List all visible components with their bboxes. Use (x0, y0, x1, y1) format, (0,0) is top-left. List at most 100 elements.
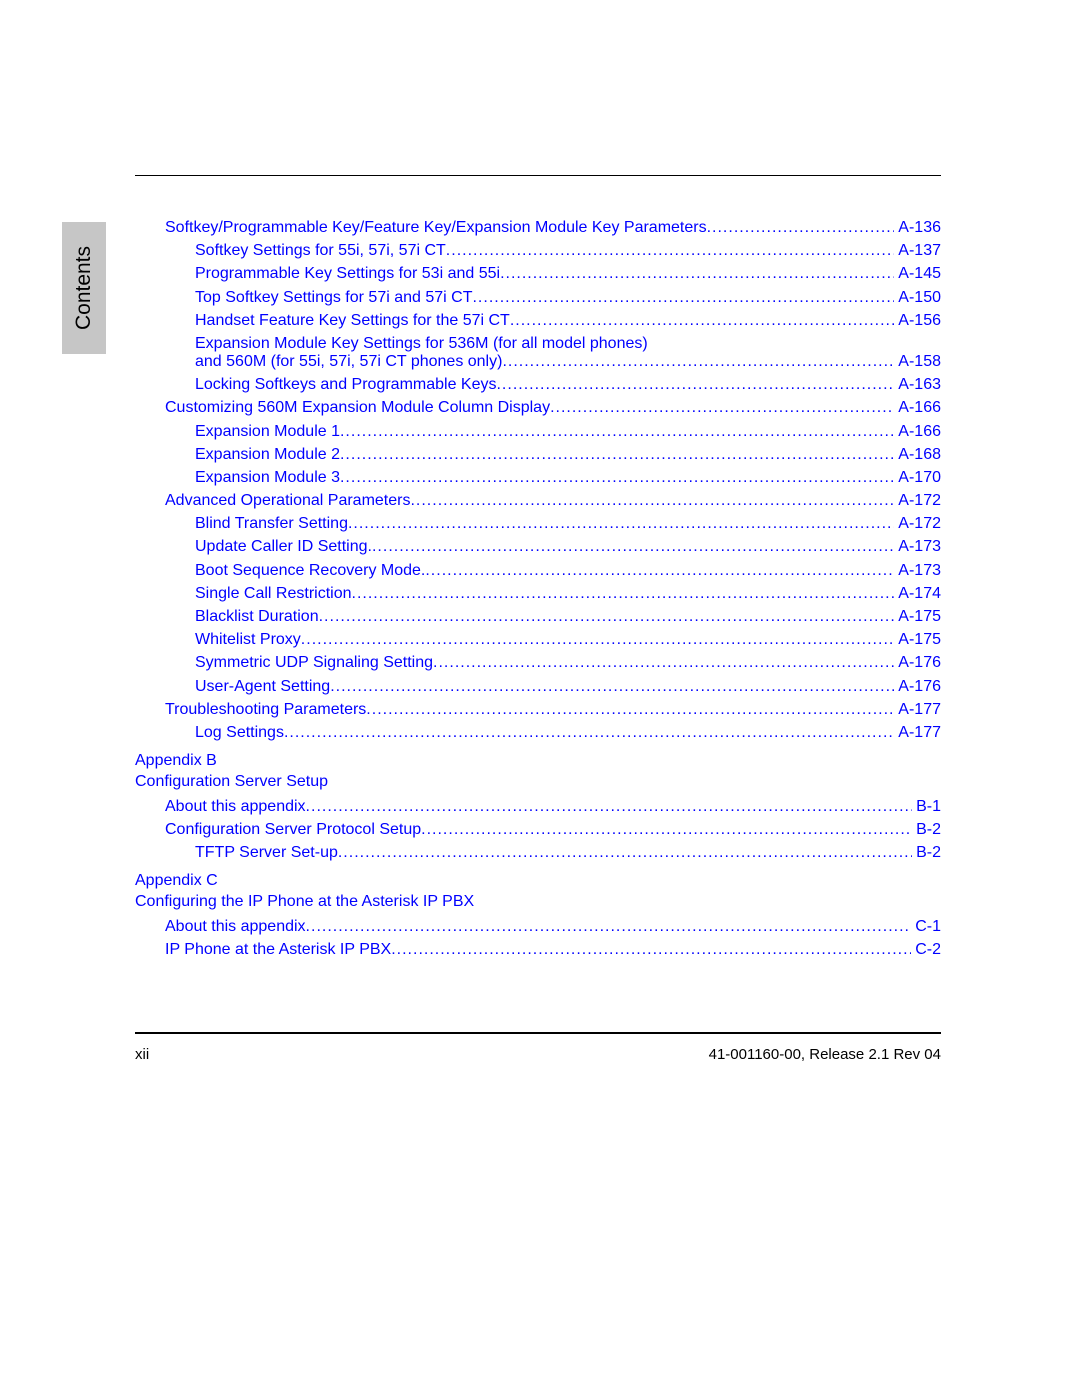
toc-leader-dots (372, 539, 894, 555)
toc-entry[interactable]: Advanced Operational Parameters A-172 (135, 493, 941, 509)
toc-entry-label: Programmable Key Settings for 53i and 55… (195, 266, 500, 282)
toc-entry-label-cont: and 560M (for 55i, 57i, 57i CT phones on… (195, 354, 502, 370)
toc-entry-page: A-172 (894, 516, 941, 532)
toc-leader-dots (340, 424, 894, 440)
toc-entry[interactable]: About this appendix C-1 (135, 919, 941, 935)
toc-entry[interactable]: Single Call Restriction A-174 (135, 586, 941, 602)
toc-entry[interactable]: Top Softkey Settings for 57i and 57i CTA… (135, 290, 941, 306)
toc-entry[interactable]: Programmable Key Settings for 53i and 55… (135, 266, 941, 282)
toc-entry-label: Troubleshooting Parameters (165, 702, 366, 718)
toc-entry-label: TFTP Server Set-up (195, 845, 338, 861)
toc-entry-page: A-136 (894, 220, 941, 236)
toc-heading-line1[interactable]: Appendix C (135, 871, 941, 892)
toc-entry-label: About this appendix (165, 919, 306, 935)
toc-entry[interactable]: Whitelist Proxy A-175 (135, 632, 941, 648)
toc-entry[interactable]: Log Settings A-177 (135, 725, 941, 741)
toc-entry-page: C-1 (911, 919, 941, 935)
toc-leader-dots (472, 290, 894, 306)
toc-entry[interactable]: Expansion Module Key Settings for 536M (… (135, 336, 941, 370)
toc-entry[interactable]: Customizing 560M Expansion Module Column… (135, 400, 941, 416)
toc-leader-dots (306, 919, 912, 935)
toc-leader-dots (550, 400, 894, 416)
horizontal-rule-top (135, 175, 941, 176)
toc-leader-dots (496, 377, 894, 393)
toc-entry[interactable]: Boot Sequence Recovery Mode. A-173 (135, 563, 941, 579)
toc-entry-page: B-2 (912, 822, 941, 838)
toc-entry[interactable]: Softkey/Programmable Key/Feature Key/Exp… (135, 220, 941, 236)
toc-leader-dots (319, 609, 895, 625)
toc-entry-page: A-174 (894, 586, 941, 602)
toc-entry[interactable]: Expansion Module 1A-166 (135, 424, 941, 440)
footer-page-number: xii (135, 1046, 149, 1063)
toc-entry-page: A-150 (894, 290, 941, 306)
toc-entry[interactable]: Softkey Settings for 55i, 57i, 57i CTA-1… (135, 243, 941, 259)
toc-entry[interactable]: Expansion Module 3A-170 (135, 470, 941, 486)
toc-entry-label: Handset Feature Key Settings for the 57i… (195, 313, 510, 329)
toc-leader-dots (301, 632, 895, 648)
toc-leader-dots (348, 516, 894, 532)
toc-leader-dots (410, 493, 894, 509)
toc-entry-label: Advanced Operational Parameters (165, 493, 410, 509)
toc-entry[interactable]: Troubleshooting Parameters A-177 (135, 702, 941, 718)
toc-entry-label: Softkey/Programmable Key/Feature Key/Exp… (165, 220, 707, 236)
toc-entry[interactable]: TFTP Server Set-up B-2 (135, 845, 941, 861)
toc-entry-page: A-173 (894, 539, 941, 555)
side-tab: Contents (62, 222, 106, 354)
toc-leader-dots (338, 845, 912, 861)
toc-entry-page: A-158 (894, 354, 941, 370)
document-page: Contents Softkey/Programmable Key/Featur… (0, 0, 1080, 1397)
toc-entry[interactable]: Handset Feature Key Settings for the 57i… (135, 313, 941, 329)
toc-leader-dots (502, 354, 894, 370)
toc-section-heading: Appendix CConfiguring the IP Phone at th… (135, 871, 941, 913)
toc-entry-label: Single Call Restriction (195, 586, 352, 602)
toc-heading-line2[interactable]: Configuring the IP Phone at the Asterisk… (135, 892, 941, 913)
toc-entry-page: B-2 (912, 845, 941, 861)
toc-entry-label: Log Settings (195, 725, 284, 741)
toc-leader-dots (306, 799, 913, 815)
toc-entry-label: Expansion Module 2 (195, 447, 340, 463)
toc-entry-page: A-175 (894, 632, 941, 648)
toc-entry-label: Update Caller ID Setting. (195, 539, 372, 555)
toc-entry-label: IP Phone at the Asterisk IP PBX (165, 942, 391, 958)
toc-leader-dots (421, 822, 912, 838)
toc-heading-line2[interactable]: Configuration Server Setup (135, 772, 941, 793)
horizontal-rule-bottom (135, 1032, 941, 1034)
toc-leader-dots (366, 702, 894, 718)
toc-entry-page: A-166 (894, 400, 941, 416)
toc-leader-dots (510, 313, 894, 329)
toc-entry-label: Expansion Module 1 (195, 424, 340, 440)
toc-entry[interactable]: About this appendixB-1 (135, 799, 941, 815)
toc-entry[interactable]: Symmetric UDP Signaling SettingA-176 (135, 655, 941, 671)
toc-entry-page: A-145 (894, 266, 941, 282)
toc-entry-page: A-176 (894, 655, 941, 671)
toc-entry-page: A-177 (894, 725, 941, 741)
toc-section-heading: Appendix BConfiguration Server Setup (135, 751, 941, 793)
toc-entry-page: B-1 (912, 799, 941, 815)
side-tab-label: Contents (72, 246, 96, 330)
toc-entry[interactable]: Blind Transfer Setting A-172 (135, 516, 941, 532)
toc-entry[interactable]: Locking Softkeys and Programmable KeysA-… (135, 377, 941, 393)
toc-heading-line1[interactable]: Appendix B (135, 751, 941, 772)
toc-leader-dots (500, 266, 894, 282)
toc-entry-label: User-Agent Setting (195, 679, 330, 695)
toc-entry[interactable]: Configuration Server Protocol SetupB-2 (135, 822, 941, 838)
toc-entry-label: Whitelist Proxy (195, 632, 301, 648)
toc-entry[interactable]: User-Agent SettingA-176 (135, 679, 941, 695)
toc-entry-page: A-173 (894, 563, 941, 579)
toc-entry[interactable]: Blacklist Duration A-175 (135, 609, 941, 625)
toc-leader-dots (391, 942, 911, 958)
toc-entry-page: A-177 (894, 702, 941, 718)
toc-entry-page: A-170 (894, 470, 941, 486)
toc-entry-label: Blind Transfer Setting (195, 516, 348, 532)
toc-entry[interactable]: IP Phone at the Asterisk IP PBXC-2 (135, 942, 941, 958)
toc-leader-dots (340, 447, 894, 463)
table-of-contents: Softkey/Programmable Key/Feature Key/Exp… (135, 220, 941, 965)
toc-entry[interactable]: Expansion Module 2A-168 (135, 447, 941, 463)
toc-leader-dots (433, 655, 894, 671)
toc-entry-page: A-175 (894, 609, 941, 625)
toc-entry-label: Boot Sequence Recovery Mode. (195, 563, 425, 579)
toc-entry-label: Blacklist Duration (195, 609, 319, 625)
toc-entry[interactable]: Update Caller ID Setting. A-173 (135, 539, 941, 555)
footer-doc-id: 41-001160-00, Release 2.1 Rev 04 (709, 1046, 941, 1063)
toc-entry-page: A-172 (894, 493, 941, 509)
